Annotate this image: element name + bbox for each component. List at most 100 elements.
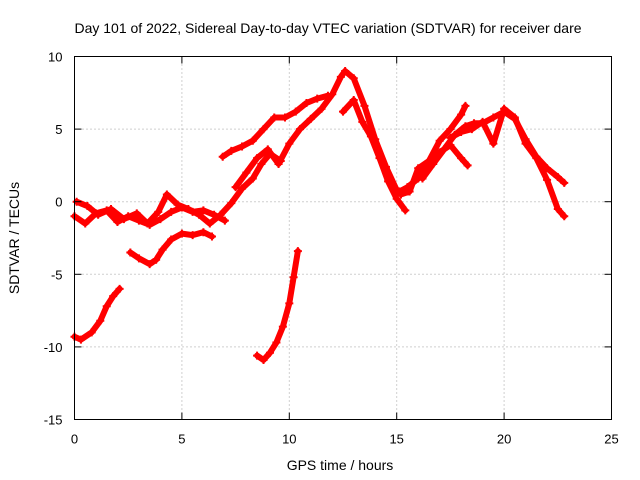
data-point [339, 107, 347, 116]
series-arc-5 [218, 91, 332, 161]
data-point [341, 67, 350, 76]
y-tick-label: 0 [55, 195, 62, 210]
series-arc-1 [70, 284, 124, 344]
series-line [398, 142, 471, 198]
x-tick-label: 10 [282, 432, 296, 447]
data-point [274, 159, 283, 168]
data-point [418, 174, 427, 183]
data-point [81, 219, 90, 228]
y-axis-label: SDTVAR / TECUs [6, 182, 22, 294]
data-point [281, 113, 290, 122]
data-point [285, 139, 294, 148]
data-series [70, 67, 569, 364]
plot-frame [74, 56, 612, 420]
data-point [272, 338, 281, 347]
data-point [553, 173, 562, 182]
series-arc-8 [253, 247, 302, 364]
data-point [119, 215, 128, 224]
data-point [349, 96, 358, 105]
data-point [257, 159, 266, 168]
data-point [560, 212, 569, 221]
series-arc-6 [231, 67, 412, 196]
data-point [265, 348, 274, 357]
series-line [340, 97, 409, 214]
data-point [500, 104, 509, 113]
data-point [263, 145, 272, 154]
data-point [94, 210, 103, 219]
data-point [145, 260, 154, 269]
axis-ticks: 0 5 10 15 20 25 -15 -10 -5 0 5 10 [44, 50, 619, 447]
data-point [102, 302, 111, 311]
y-tick-label: 10 [48, 50, 62, 65]
data-point [532, 154, 541, 163]
data-point [173, 200, 182, 209]
data-point [278, 322, 287, 331]
data-point [134, 254, 143, 263]
data-point [83, 202, 92, 211]
data-point [231, 183, 240, 192]
data-point [457, 154, 466, 163]
data-point [253, 154, 262, 163]
data-point [553, 204, 562, 213]
data-point [289, 273, 298, 282]
data-point [195, 210, 204, 219]
data-point [457, 128, 466, 137]
data-point [184, 204, 193, 213]
data-point [76, 335, 85, 344]
series-line [219, 92, 331, 160]
data-point [220, 216, 229, 225]
series-arc-12 [446, 104, 569, 221]
data-point [521, 139, 530, 148]
data-point [302, 98, 311, 107]
data-point [291, 107, 300, 116]
data-point [467, 125, 476, 134]
chart-title: Day 101 of 2022, Sidereal Day-to-day VTE… [74, 20, 581, 36]
data-point [227, 199, 236, 208]
y-tick-label: 5 [55, 122, 62, 137]
data-point [259, 355, 268, 364]
data-point [414, 164, 423, 173]
data-point [238, 142, 247, 151]
data-point [126, 248, 135, 257]
data-point [152, 255, 161, 264]
data-point [253, 351, 262, 360]
data-point [259, 125, 268, 134]
data-point [296, 125, 305, 134]
data-point [429, 159, 438, 168]
data-point [461, 101, 470, 110]
series-arc-10 [396, 141, 472, 199]
data-point [366, 132, 375, 141]
data-point [510, 113, 519, 122]
data-point [199, 228, 208, 237]
data-point [167, 207, 176, 216]
data-point [543, 175, 552, 184]
data-point [205, 219, 214, 228]
data-point [457, 110, 466, 119]
data-point [242, 168, 251, 177]
series-arc-4 [72, 149, 285, 228]
data-point [158, 245, 167, 254]
data-point [207, 232, 216, 241]
data-point [154, 207, 163, 216]
data-point [199, 206, 208, 215]
x-tick-label: 5 [178, 432, 185, 447]
data-point [435, 136, 444, 145]
data-point [132, 209, 141, 218]
data-point [238, 184, 247, 193]
series-line [127, 229, 215, 268]
data-point [107, 204, 116, 213]
data-point [360, 101, 369, 110]
data-point [328, 90, 337, 99]
data-point [115, 284, 124, 293]
data-point [156, 215, 165, 224]
y-tick-label: -15 [44, 413, 63, 428]
data-point [216, 210, 225, 219]
data-point [188, 231, 197, 240]
data-point [306, 114, 315, 123]
data-point [463, 161, 472, 170]
data-point [177, 229, 186, 238]
data-point [285, 299, 294, 308]
data-point [109, 292, 118, 301]
data-point [227, 146, 236, 155]
